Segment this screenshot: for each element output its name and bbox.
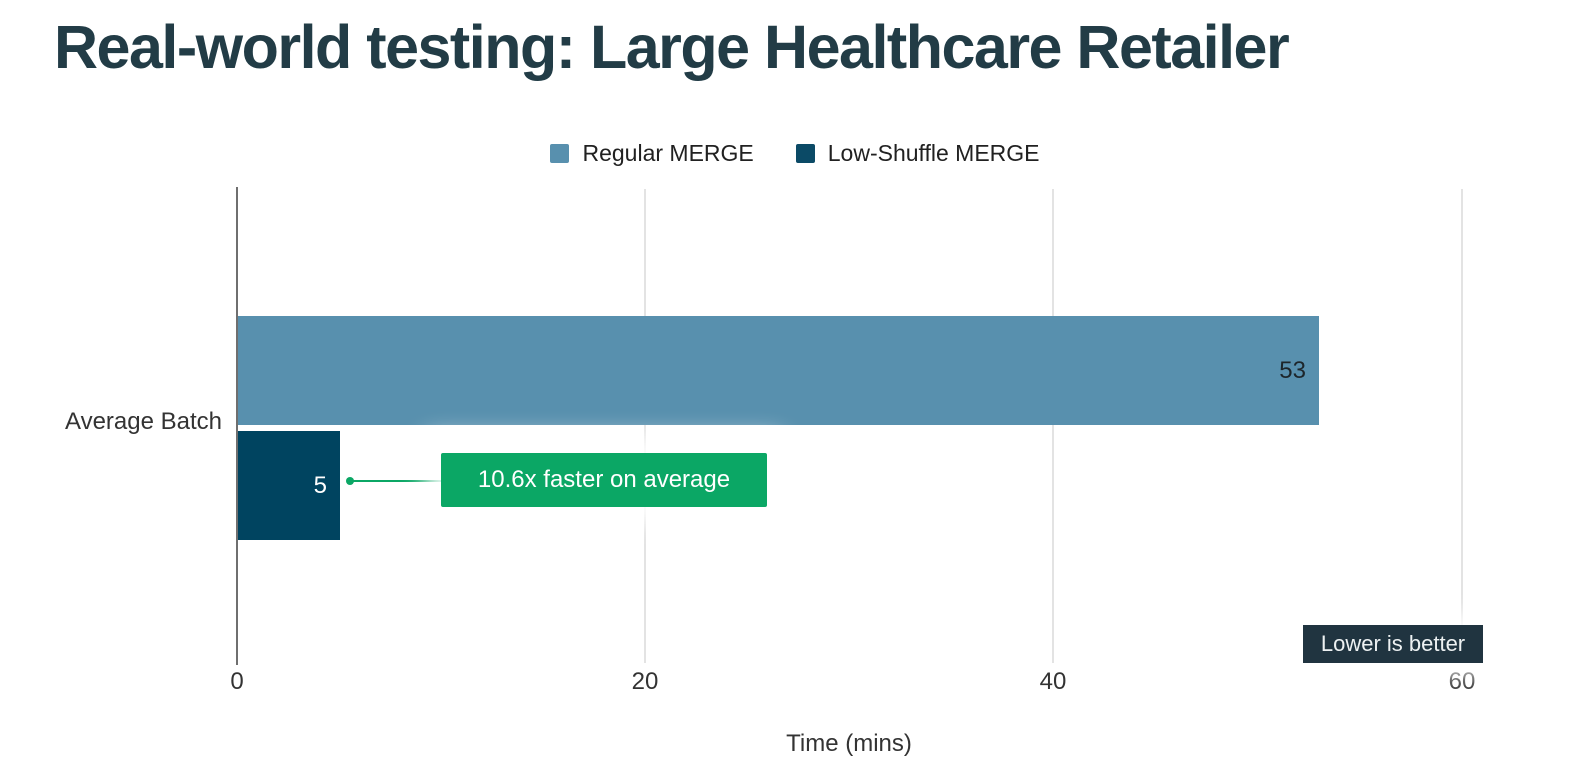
gridline-20 bbox=[644, 189, 646, 663]
annotation-callout: 10.6x faster on average bbox=[441, 453, 767, 507]
legend-item-regular-merge: Regular MERGE bbox=[550, 140, 754, 167]
annotation-connector-dot-icon bbox=[346, 477, 354, 485]
chart-title: Real-world testing: Large Healthcare Ret… bbox=[54, 13, 1290, 81]
legend-item-low-shuffle-merge: Low-Shuffle MERGE bbox=[795, 140, 1040, 167]
x-tick-60: 60 bbox=[1448, 668, 1476, 695]
legend-swatch-low-shuffle-merge-icon bbox=[795, 144, 815, 163]
x-tick-0: 0 bbox=[230, 668, 244, 695]
x-axis-title: Time (mins) bbox=[786, 730, 912, 757]
legend: Regular MERGE Low-Shuffle MERGE bbox=[0, 140, 1590, 167]
lower-is-better-badge: Lower is better bbox=[1303, 625, 1483, 663]
legend-label-regular-merge: Regular MERGE bbox=[582, 140, 754, 166]
bar-value-label-low-shuffle: 5 bbox=[313, 471, 327, 499]
bar-value-label-regular: 53 bbox=[1279, 356, 1306, 384]
legend-label-low-shuffle-merge: Low-Shuffle MERGE bbox=[827, 140, 1040, 166]
y-axis-line bbox=[236, 187, 238, 665]
x-tick-20: 20 bbox=[631, 668, 659, 695]
y-axis-category-label: Average Batch bbox=[65, 408, 222, 435]
x-tick-40: 40 bbox=[1039, 668, 1067, 695]
bar-regular-merge: 53 bbox=[238, 316, 1319, 425]
legend-swatch-regular-merge-icon bbox=[550, 144, 570, 163]
bar-low-shuffle-merge: 5 bbox=[238, 431, 340, 540]
annotation-connector-line bbox=[346, 477, 441, 485]
gridline-60 bbox=[1461, 189, 1463, 663]
gridline-40 bbox=[1052, 189, 1054, 663]
